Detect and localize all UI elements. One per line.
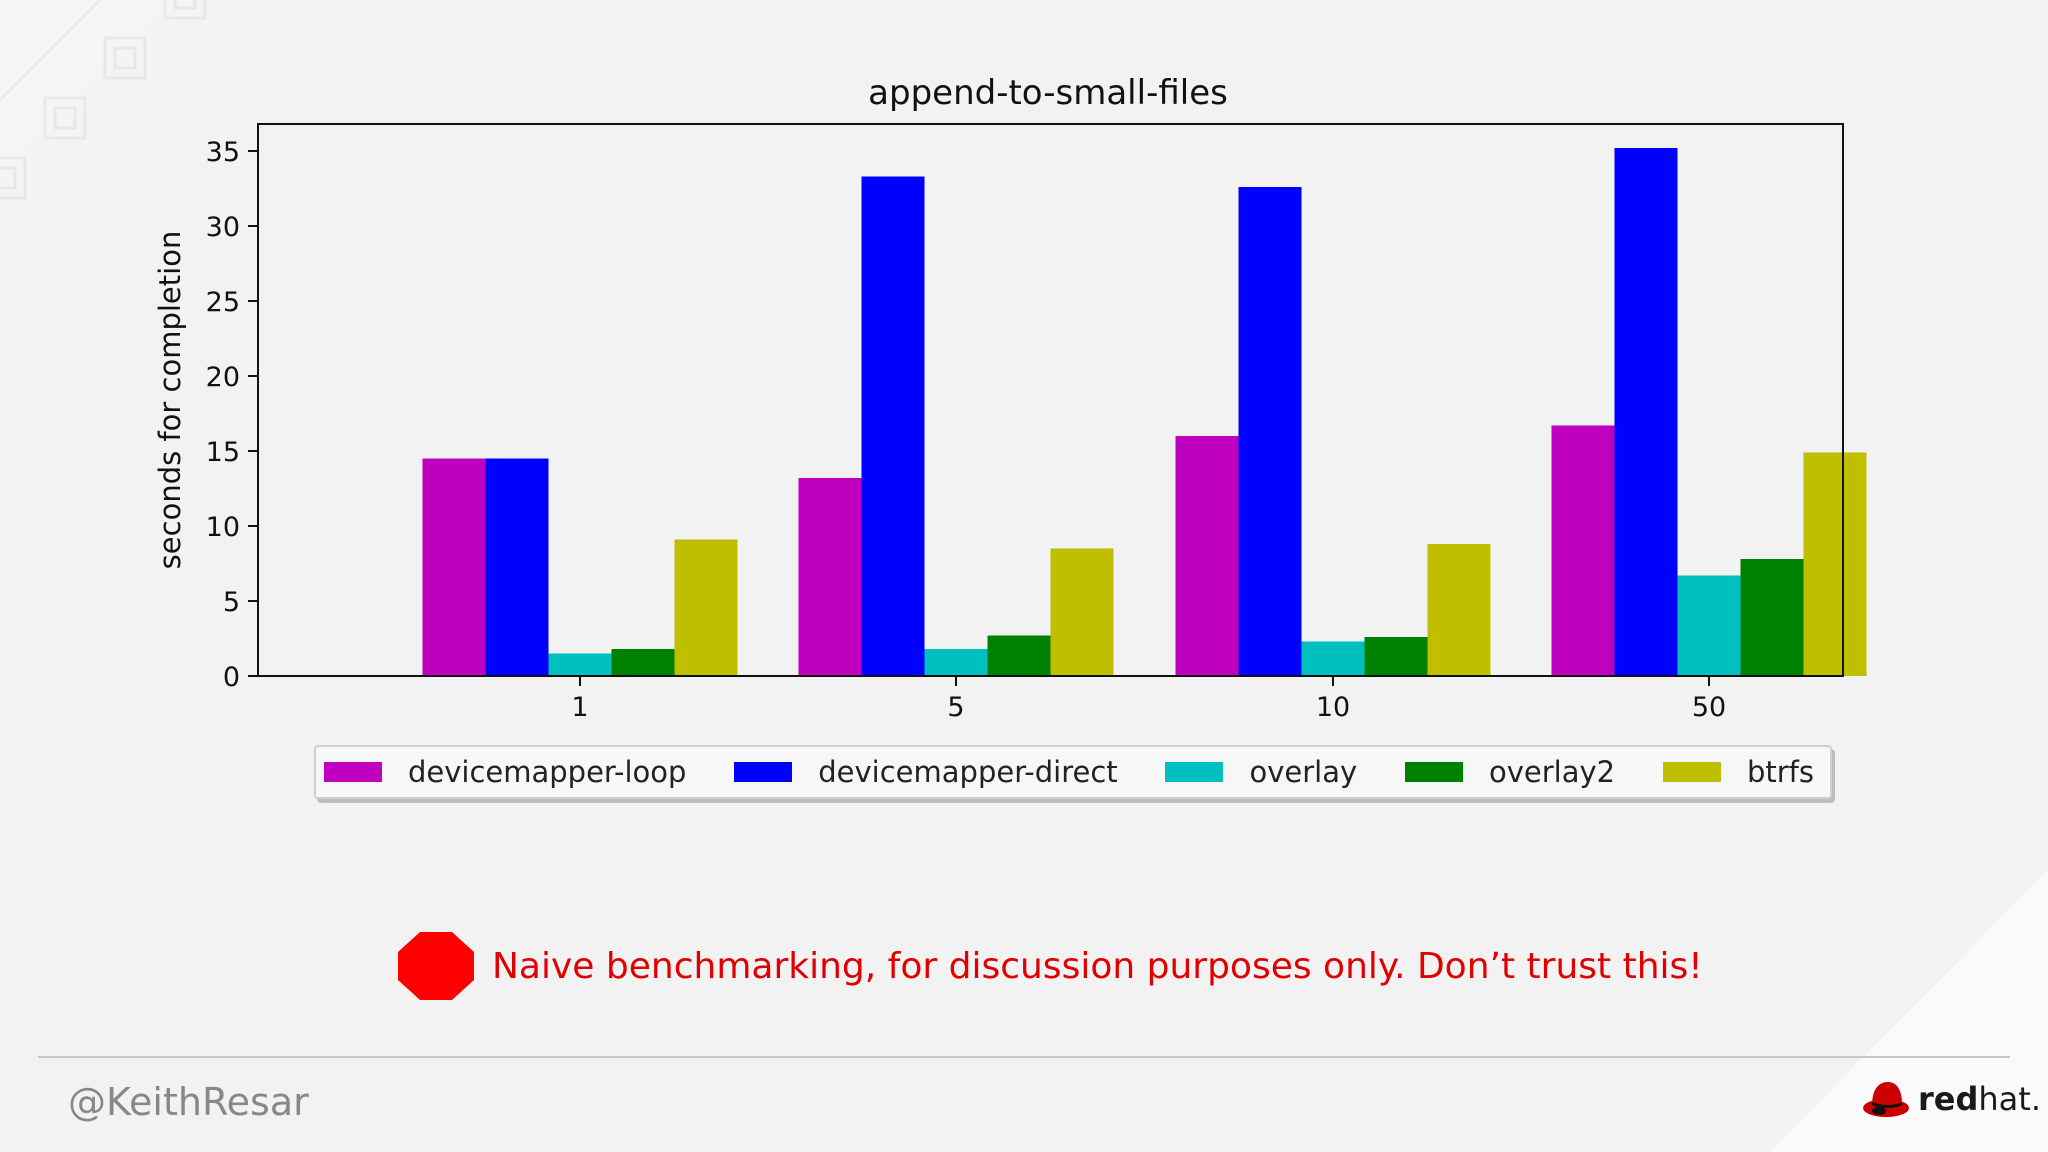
y-axis-ticks: 0 5 10 15 20 25 30 35 — [206, 137, 258, 693]
legend-label: btrfs — [1746, 755, 1814, 789]
redhat-shadowman-icon — [1863, 1082, 1909, 1117]
bar-overlay2-1 — [611, 649, 675, 676]
bar-overlay2-5 — [987, 635, 1051, 676]
legend-swatch — [1662, 762, 1721, 782]
x-tick-label: 10 — [1316, 692, 1350, 723]
bar-devicemapper-direct-50 — [1614, 148, 1678, 676]
bar-overlay2-50 — [1740, 559, 1804, 676]
legend-swatch — [734, 762, 793, 782]
bar-overlay-5 — [924, 649, 988, 676]
bars-group — [422, 148, 1867, 676]
y-tick-label: 20 — [206, 362, 240, 393]
logo-text-hat: hat. — [1978, 1080, 2041, 1118]
y-tick-label: 10 — [206, 512, 240, 543]
legend-swatch — [1405, 762, 1463, 782]
legend-item-devicemapper-direct: devicemapper-direct — [734, 755, 1118, 789]
y-tick-label: 5 — [223, 587, 240, 618]
bar-btrfs-1 — [674, 539, 738, 676]
x-tick-label: 5 — [947, 692, 964, 723]
bar-devicemapper-loop-10 — [1175, 436, 1239, 676]
y-tick-label: 25 — [206, 287, 240, 318]
y-tick-label: 35 — [206, 137, 240, 168]
y-tick-label: 30 — [206, 212, 240, 243]
x-tick-label: 50 — [1692, 692, 1726, 723]
bar-overlay2-10 — [1364, 637, 1428, 676]
legend-label: overlay2 — [1489, 755, 1616, 789]
warning-banner: Naive benchmarking, for discussion purpo… — [396, 930, 1703, 1002]
footer-divider — [38, 1056, 2010, 1058]
legend-item-overlay: overlay — [1165, 755, 1357, 789]
legend-label: overlay — [1249, 755, 1358, 789]
bar-overlay-10 — [1301, 641, 1365, 676]
legend-item-devicemapper-loop: devicemapper-loop — [324, 755, 686, 789]
redhat-logo: red hat. — [1862, 1078, 2041, 1120]
y-axis-label: seconds for completion — [153, 231, 187, 570]
background-pattern — [0, 0, 240, 240]
bar-btrfs-10 — [1427, 544, 1491, 676]
legend-label: devicemapper-loop — [408, 755, 687, 789]
plot-area-frame — [257, 123, 1844, 677]
y-tick-label: 15 — [206, 437, 240, 468]
bar-overlay-50 — [1677, 575, 1741, 676]
author-handle: @KeithResar — [68, 1080, 309, 1124]
chart-title: append-to-small-files — [868, 73, 1228, 113]
bar-btrfs-50 — [1803, 452, 1867, 676]
warning-text: Naive benchmarking, for discussion purpo… — [492, 945, 1703, 987]
y-tick-label: 0 — [223, 662, 240, 693]
stop-sign-icon — [398, 932, 474, 1000]
legend-swatch — [1165, 762, 1224, 782]
bar-devicemapper-direct-10 — [1238, 187, 1302, 676]
chart-legend: devicemapper-loop devicemapper-direct over… — [314, 745, 1832, 799]
legend-item-btrfs: btrfs — [1662, 755, 1814, 789]
legend-label: devicemapper-direct — [818, 755, 1118, 789]
bar-overlay-1 — [548, 653, 612, 676]
x-tick-label: 1 — [571, 692, 588, 723]
bar-devicemapper-direct-5 — [861, 176, 925, 676]
bar-devicemapper-direct-1 — [485, 458, 549, 676]
bar-devicemapper-loop-5 — [798, 478, 862, 676]
bar-devicemapper-loop-1 — [422, 458, 486, 676]
logo-text-red: red — [1918, 1080, 1979, 1118]
bar-btrfs-5 — [1050, 548, 1114, 676]
x-axis-ticks: 1 5 10 50 — [571, 676, 1726, 723]
legend-swatch — [324, 762, 382, 782]
legend-item-overlay2: overlay2 — [1405, 755, 1615, 789]
bar-devicemapper-loop-50 — [1551, 425, 1615, 676]
